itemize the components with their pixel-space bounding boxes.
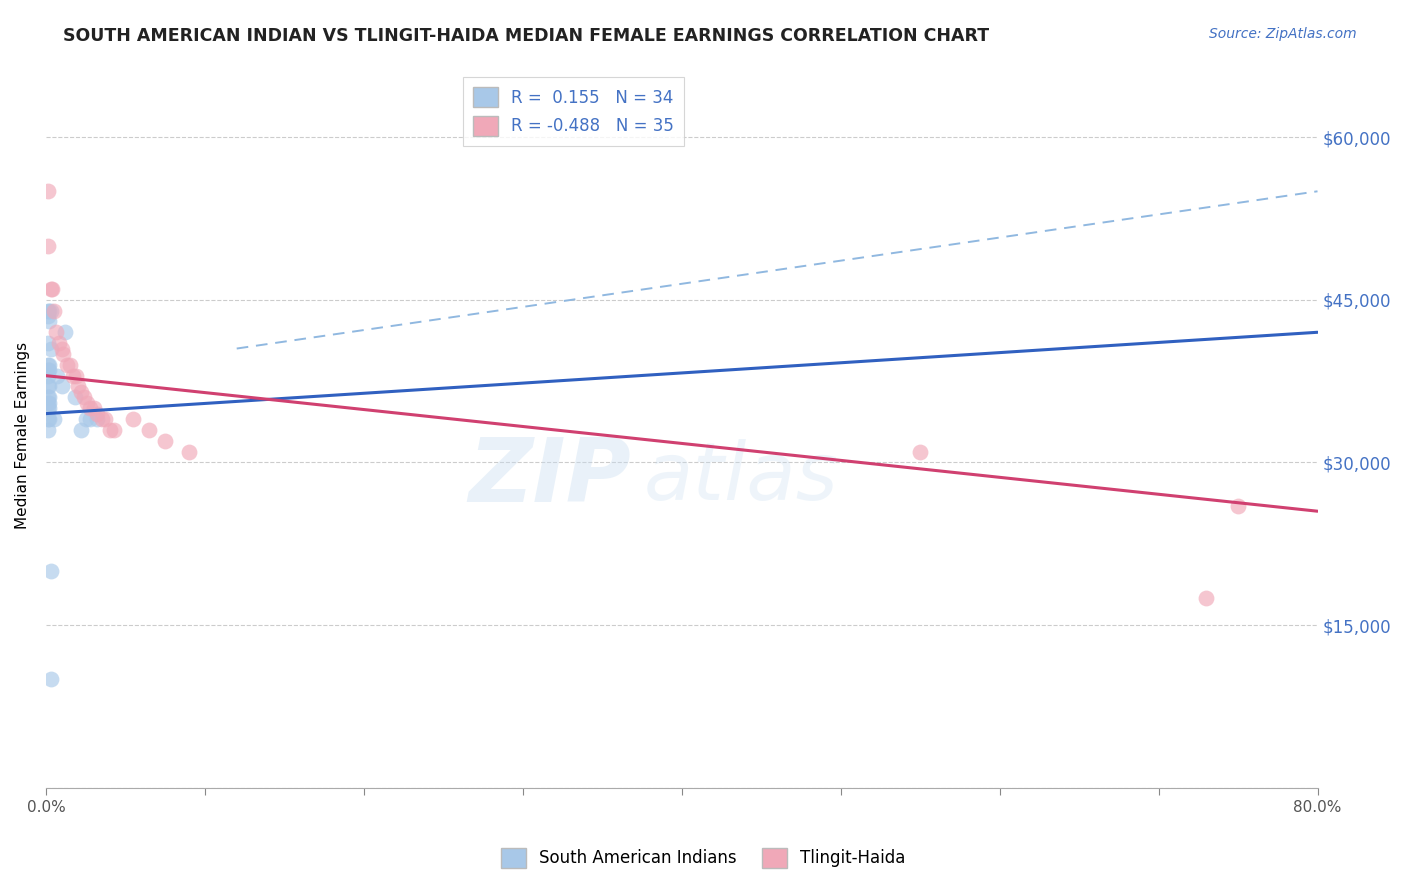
Point xyxy=(37,396,59,410)
Point xyxy=(39,673,62,687)
Point xyxy=(73,390,96,404)
Point xyxy=(38,358,60,372)
Point xyxy=(122,412,145,426)
Point xyxy=(37,390,59,404)
Point xyxy=(908,444,931,458)
Point xyxy=(37,358,59,372)
Point xyxy=(76,396,98,410)
Point xyxy=(52,347,75,361)
Point xyxy=(70,423,93,437)
Point xyxy=(41,282,63,296)
Point xyxy=(39,303,62,318)
Point xyxy=(38,396,60,410)
Point xyxy=(38,401,60,416)
Y-axis label: Median Female Earnings: Median Female Earnings xyxy=(15,342,30,529)
Point xyxy=(39,282,62,296)
Point xyxy=(38,314,60,328)
Point xyxy=(153,434,176,448)
Point xyxy=(38,303,60,318)
Point xyxy=(59,358,82,372)
Text: SOUTH AMERICAN INDIAN VS TLINGIT-HAIDA MEDIAN FEMALE EARNINGS CORRELATION CHART: SOUTH AMERICAN INDIAN VS TLINGIT-HAIDA M… xyxy=(63,27,990,45)
Point xyxy=(55,358,77,372)
Text: ZIP: ZIP xyxy=(468,434,631,521)
Point xyxy=(62,368,84,383)
Point xyxy=(79,412,101,426)
Point xyxy=(46,368,69,383)
Point xyxy=(75,412,97,426)
Point xyxy=(38,390,60,404)
Point xyxy=(177,444,200,458)
Point xyxy=(37,401,59,416)
Point xyxy=(98,423,121,437)
Point xyxy=(37,363,59,377)
Point xyxy=(66,379,89,393)
Point xyxy=(42,303,65,318)
Point xyxy=(90,412,112,426)
Point xyxy=(94,412,117,426)
Text: Source: ZipAtlas.com: Source: ZipAtlas.com xyxy=(1209,27,1357,41)
Point xyxy=(37,379,59,393)
Point xyxy=(37,303,59,318)
Point xyxy=(63,390,86,404)
Point xyxy=(37,184,59,198)
Point xyxy=(103,423,125,437)
Point xyxy=(65,368,87,383)
Legend: South American Indians, Tlingit-Haida: South American Indians, Tlingit-Haida xyxy=(494,841,912,875)
Point xyxy=(51,342,73,356)
Point xyxy=(86,412,108,426)
Legend: R =  0.155   N = 34, R = -0.488   N = 35: R = 0.155 N = 34, R = -0.488 N = 35 xyxy=(463,77,685,146)
Point xyxy=(83,401,105,416)
Point xyxy=(51,379,73,393)
Point xyxy=(39,564,62,578)
Point xyxy=(53,326,76,340)
Point xyxy=(42,412,65,426)
Point xyxy=(79,401,101,416)
Point xyxy=(38,363,60,377)
Point xyxy=(37,412,59,426)
Point xyxy=(37,336,59,351)
Point xyxy=(37,423,59,437)
Point xyxy=(37,309,59,323)
Point xyxy=(86,407,108,421)
Point xyxy=(1227,499,1250,513)
Point xyxy=(37,368,59,383)
Point xyxy=(138,423,160,437)
Point xyxy=(37,238,59,252)
Point xyxy=(44,326,66,340)
Point xyxy=(38,379,60,393)
Point xyxy=(38,412,60,426)
Text: atlas: atlas xyxy=(644,439,838,516)
Point xyxy=(39,342,62,356)
Point xyxy=(48,336,70,351)
Point xyxy=(70,384,93,399)
Point xyxy=(1195,591,1218,605)
